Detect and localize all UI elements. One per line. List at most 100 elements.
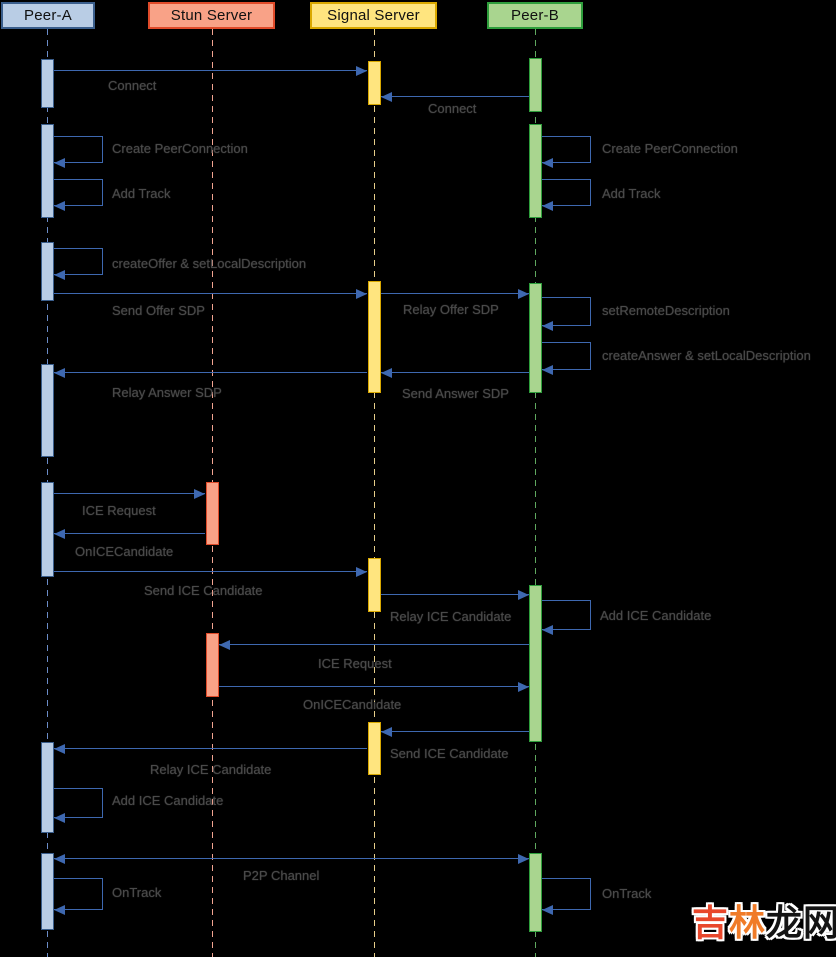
message-label: Add Track: [112, 186, 171, 201]
arrowhead-icon: [54, 270, 65, 280]
message-line: [381, 96, 529, 97]
message-line: [381, 293, 529, 294]
self-message-loop: [54, 136, 103, 163]
self-message-loop: [542, 136, 591, 163]
self-message-loop: [542, 878, 591, 910]
actor-box-peer-a: Peer-A: [1, 2, 95, 29]
activation-bar-peer-a: [41, 59, 54, 108]
message-line: [54, 533, 205, 534]
activation-bar-signal-server: [368, 281, 381, 393]
message-line: [54, 571, 367, 572]
activation-bar-signal-server: [368, 61, 381, 105]
arrowhead-icon: [356, 289, 367, 299]
arrowhead-icon: [542, 625, 553, 635]
actor-box-signal-server: Signal Server: [310, 2, 437, 29]
activation-bar-peer-a: [41, 742, 54, 833]
activation-bar-signal-server: [368, 722, 381, 775]
message-label: Connect: [108, 78, 157, 93]
message-line: [381, 372, 529, 373]
arrowhead-icon: [381, 727, 392, 737]
message-label: OnICECandidate: [75, 544, 174, 559]
message-label: Connect: [428, 101, 477, 116]
message-label: createAnswer & setLocalDescription: [602, 348, 811, 363]
message-label: Add ICE Candidate: [600, 608, 712, 623]
arrowhead-icon: [542, 201, 553, 211]
message-line: [381, 731, 529, 732]
message-label: Relay Offer SDP: [403, 302, 499, 317]
arrowhead-icon: [518, 854, 529, 864]
arrowhead-icon: [54, 813, 65, 823]
message-label: setRemoteDescription: [602, 303, 730, 318]
message-label: OnTrack: [602, 886, 652, 901]
actor-box-stun-server: Stun Server: [148, 2, 275, 29]
message-line: [219, 644, 529, 645]
arrowhead-icon: [518, 682, 529, 692]
arrowhead-icon: [542, 321, 553, 331]
message-label: Relay Answer SDP: [112, 385, 222, 400]
arrowhead-icon: [381, 92, 392, 102]
activation-bar-peer-b: [529, 283, 542, 393]
arrowhead-icon: [194, 489, 205, 499]
message-label: OnICECandidate: [303, 697, 402, 712]
arrowhead-icon: [542, 365, 553, 375]
message-line: [54, 372, 367, 373]
activation-bar-stun-server: [206, 482, 219, 545]
self-message-loop: [542, 600, 591, 630]
arrowhead-icon: [54, 905, 65, 915]
watermark-char: 林: [729, 902, 767, 943]
activation-bar-peer-b: [529, 124, 542, 218]
self-message-loop: [542, 179, 591, 206]
message-label: Add ICE Candidate: [112, 793, 224, 808]
message-label: ICE Request: [318, 656, 392, 671]
activation-bar-peer-b: [529, 58, 542, 112]
message-label: Add Track: [602, 186, 661, 201]
activation-bar-peer-b: [529, 585, 542, 742]
arrowhead-icon: [356, 567, 367, 577]
watermark-char: 龙: [766, 902, 804, 943]
activation-bar-peer-a: [41, 124, 54, 218]
message-label: OnTrack: [112, 885, 162, 900]
message-line: [54, 293, 367, 294]
arrowhead-icon: [54, 529, 65, 539]
message-label: Create PeerConnection: [112, 141, 248, 156]
activation-bar-peer-a: [41, 482, 54, 577]
arrowhead-icon: [542, 158, 553, 168]
activation-bar-stun-server: [206, 633, 219, 697]
arrowhead-icon: [54, 158, 65, 168]
actor-box-peer-b: Peer-B: [487, 2, 583, 29]
arrowhead-icon: [54, 854, 65, 864]
message-line: [219, 686, 529, 687]
activation-bar-signal-server: [368, 558, 381, 612]
lifeline-peer-b: [535, 29, 536, 957]
arrowhead-icon: [219, 640, 230, 650]
activation-bar-peer-b: [529, 853, 542, 932]
arrowhead-icon: [54, 368, 65, 378]
self-message-loop: [542, 342, 591, 370]
self-message-loop: [54, 878, 103, 910]
message-line: [54, 858, 529, 859]
message-label: Send Offer SDP: [112, 303, 205, 318]
activation-bar-peer-a: [41, 242, 54, 301]
arrowhead-icon: [356, 66, 367, 76]
arrowhead-icon: [518, 289, 529, 299]
activation-bar-peer-a: [41, 364, 54, 457]
watermark-char: 吉: [692, 902, 730, 943]
message-line: [381, 594, 529, 595]
arrowhead-icon: [54, 744, 65, 754]
message-label: Relay ICE Candidate: [150, 762, 272, 777]
lifeline-signal-server: [374, 29, 375, 957]
self-message-loop: [54, 248, 103, 275]
arrowhead-icon: [518, 590, 529, 600]
watermark-char: 网: [803, 902, 836, 943]
message-line: [54, 70, 367, 71]
message-line: [54, 748, 367, 749]
arrowhead-icon: [542, 905, 553, 915]
arrowhead-icon: [381, 368, 392, 378]
message-label: Create PeerConnection: [602, 141, 738, 156]
message-label: createOffer & setLocalDescription: [112, 256, 307, 271]
arrowhead-icon: [54, 201, 65, 211]
message-label: Send ICE Candidate: [390, 746, 509, 761]
message-label: Send ICE Candidate: [144, 583, 263, 598]
self-message-loop: [542, 297, 591, 326]
